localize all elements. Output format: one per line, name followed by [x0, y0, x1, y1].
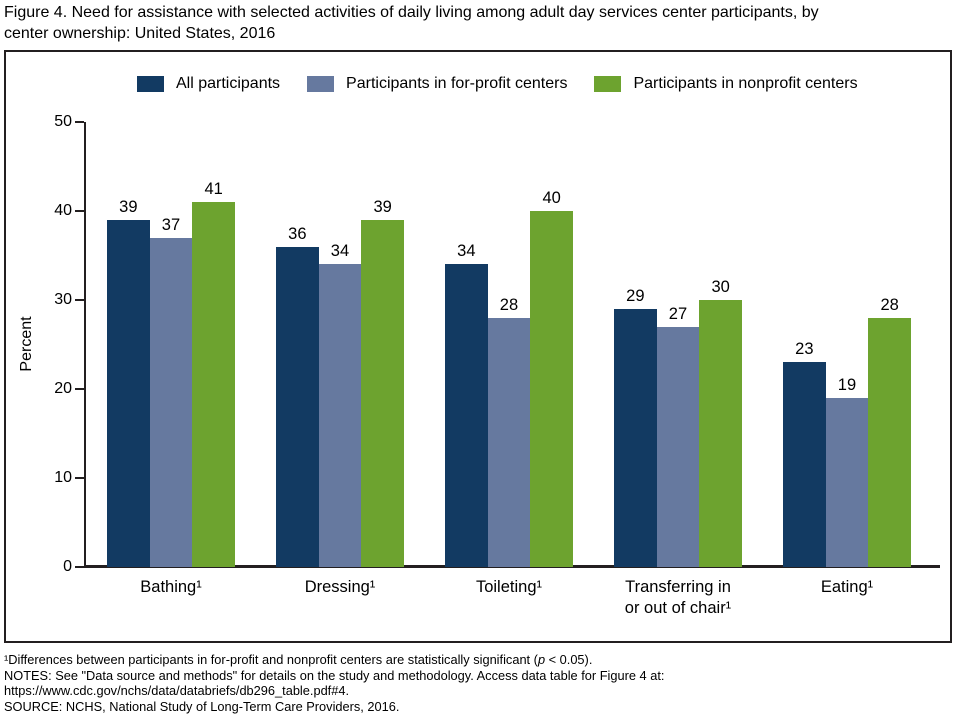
- bar-2-1: [487, 317, 531, 567]
- bar-3-0: [614, 308, 657, 567]
- bar-value-label: 28: [880, 295, 899, 314]
- bar-value-label: 41: [204, 180, 223, 199]
- bar-3-2: [699, 300, 742, 567]
- y-axis-tick: [75, 121, 84, 123]
- y-axis-line: [84, 122, 86, 567]
- legend-swatch-icon: [307, 76, 335, 92]
- x-axis-category-label: Bathing¹: [140, 578, 202, 596]
- bar-value-label: 28: [499, 295, 519, 314]
- bar-value-label: 37: [161, 215, 181, 234]
- bar-4-2: [868, 317, 911, 567]
- bar-0-2: [192, 202, 235, 567]
- y-axis-tick-label: 10: [54, 469, 72, 486]
- legend-item-2: Participants in nonprofit centers: [594, 75, 858, 93]
- bar-value-label: 39: [373, 197, 392, 216]
- legend-label: All participants: [176, 75, 281, 92]
- footnote-text: < 0.05).: [545, 652, 593, 667]
- bar-4-1: [825, 397, 869, 567]
- bar-value-label: 27: [668, 304, 688, 323]
- bar-0-1: [149, 237, 193, 567]
- footnote-source: SOURCE: NCHS, National Study of Long-Ter…: [4, 698, 400, 714]
- legend-label: Participants in nonprofit centers: [633, 75, 858, 92]
- legend-label: Participants in for-profit centers: [346, 75, 568, 92]
- bar-value-label: 23: [795, 340, 814, 359]
- y-axis-tick: [75, 388, 84, 390]
- bar-1-2: [361, 219, 404, 567]
- footnote-p-italic: p: [537, 652, 546, 667]
- bar-value-label: 19: [837, 375, 857, 394]
- bar-1-1: [318, 264, 362, 567]
- bar-0-0: [107, 219, 150, 567]
- x-axis-category-label: Dressing¹: [304, 578, 376, 596]
- legend: All participants Participants in for-prof…: [137, 75, 858, 93]
- bar-3-1: [656, 326, 700, 567]
- bar-value-label: 30: [711, 278, 730, 296]
- footnote-notes: NOTES: See "Data source and methods" for…: [4, 667, 665, 683]
- bar-2-2: [530, 211, 573, 567]
- y-axis-tick-label: 20: [54, 380, 72, 397]
- footnote-significance: ¹Differences between participants in for…: [4, 652, 954, 668]
- y-axis-tick: [75, 566, 84, 568]
- y-axis-tick: [75, 210, 84, 212]
- legend-swatch-icon: [137, 76, 164, 92]
- x-axis-category-label: Eating¹: [820, 578, 874, 596]
- bar-value-label: 29: [626, 286, 645, 305]
- footnote-text: ¹Differences between participants in for…: [4, 652, 538, 667]
- bar-value-label: 39: [119, 197, 138, 216]
- y-axis-tick: [75, 477, 84, 479]
- legend-item-0: All participants: [137, 75, 280, 93]
- footnotes: ¹Differences between participants in for…: [4, 652, 954, 714]
- figure-title: Figure 4. Need for assistance with selec…: [4, 4, 819, 42]
- legend-item-1: Participants in for-profit centers: [307, 75, 567, 93]
- bar-2-0: [445, 264, 488, 567]
- bar-value-label: 34: [330, 242, 350, 261]
- bar-4-0: [783, 362, 826, 567]
- footnote-url: https://www.cdc.gov/nchs/data/databriefs…: [4, 683, 350, 699]
- bar-value-label: 36: [288, 224, 307, 243]
- legend-swatch-icon: [594, 76, 622, 92]
- bar-value-label: 34: [457, 242, 476, 261]
- bar-value-label: 40: [542, 189, 561, 207]
- y-axis-tick-label: 40: [54, 202, 72, 219]
- y-axis-tick-label: 30: [54, 291, 72, 308]
- x-axis-category-label: Transferring in or out of chair¹: [624, 578, 732, 617]
- x-axis-category-label: Toileting¹: [475, 578, 543, 596]
- y-axis-tick-label: 50: [54, 113, 72, 130]
- y-axis-tick: [75, 299, 84, 301]
- y-axis-tick-label: 0: [63, 558, 72, 575]
- bar-1-0: [276, 246, 319, 567]
